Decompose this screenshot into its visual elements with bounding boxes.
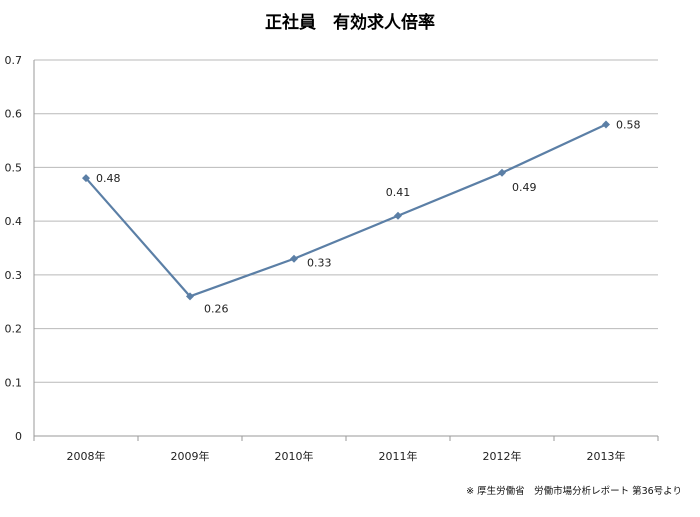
data-point-marker xyxy=(290,254,298,263)
data-label: 0.26 xyxy=(204,302,229,315)
x-tick-label: 2013年 xyxy=(587,449,626,463)
data-point-marker xyxy=(498,168,506,177)
x-tick-label: 2010年 xyxy=(275,449,314,463)
x-tick-label: 2009年 xyxy=(171,449,210,463)
x-tick-label: 2008年 xyxy=(67,449,106,463)
x-axis-ticks: 2008年 2009年 2010年 2011年 2012年 2013年 xyxy=(33,436,659,463)
grid-lines xyxy=(33,59,658,437)
series-group xyxy=(82,120,610,301)
y-tick-label: 0.1 xyxy=(5,376,23,389)
data-point-marker xyxy=(82,174,90,183)
x-tick-label: 2012年 xyxy=(483,449,522,463)
data-label: 0.41 xyxy=(386,186,411,199)
y-axis-ticks: 0 0.1 0.2 0.3 0.4 0.5 0.6 0.7 xyxy=(5,54,23,443)
y-tick-label: 0 xyxy=(15,430,22,443)
y-tick-label: 0.6 xyxy=(5,108,23,121)
y-tick-label: 0.5 xyxy=(5,161,23,174)
data-label: 0.48 xyxy=(96,172,121,185)
x-tick-label: 2011年 xyxy=(379,449,418,463)
y-tick-label: 0.3 xyxy=(5,269,23,282)
data-point-marker xyxy=(186,292,194,301)
source-note: ※ 厚生労働省 労働市場分析レポート 第36号より xyxy=(466,485,682,497)
y-tick-label: 0.4 xyxy=(5,215,23,228)
chart-title: 正社員 有効求人倍率 xyxy=(265,12,435,33)
data-labels: 0.48 0.26 0.33 0.41 0.49 0.58 xyxy=(96,118,641,315)
series-line xyxy=(85,123,607,298)
data-label: 0.49 xyxy=(512,181,537,194)
data-label: 0.58 xyxy=(616,118,641,131)
data-point-marker xyxy=(602,120,610,129)
y-tick-label: 0.7 xyxy=(5,54,23,67)
data-point-marker xyxy=(394,211,402,220)
y-tick-label: 0.2 xyxy=(5,323,23,336)
data-label: 0.33 xyxy=(307,257,332,270)
